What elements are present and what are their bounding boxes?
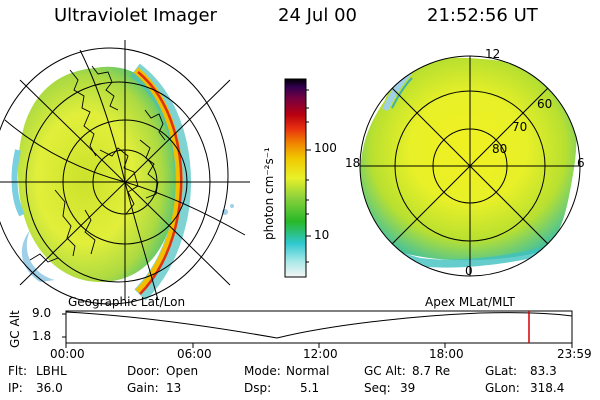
info-seq-label: Seq: xyxy=(364,381,391,395)
altitude-ytick-low: 1.8 xyxy=(32,329,52,343)
mlat-label-70: 70 xyxy=(512,120,528,134)
right-apex-grid xyxy=(359,55,581,277)
left-coastlines xyxy=(29,65,166,263)
mlt-label-12: 12 xyxy=(485,47,501,61)
date-label: 24 Jul 00 xyxy=(278,5,357,26)
mlt-label-18: 18 xyxy=(345,156,361,170)
info-mode-label: Mode: xyxy=(244,364,281,378)
info-dsp-label: Dsp: xyxy=(244,381,272,395)
info-glon-label: GLon: xyxy=(485,381,520,395)
info-dsp-value: 5.1 xyxy=(300,381,320,395)
info-ip-value: 36.0 xyxy=(36,381,63,395)
altitude-curve xyxy=(65,311,573,339)
altitude-ylabel: GC Alt xyxy=(8,310,22,348)
info-ip-label: IP: xyxy=(8,381,23,395)
altitude-xtick-0600: 06:00 xyxy=(177,347,212,361)
info-door-value: Open xyxy=(166,364,199,378)
altitude-plot xyxy=(62,310,573,348)
mlat-label-80: 80 xyxy=(492,142,508,156)
mlt-label-6: 6 xyxy=(577,156,585,170)
altitude-xtick-0000: 00:00 xyxy=(50,347,85,361)
info-seq-value: 39 xyxy=(400,381,416,395)
info-gcalt-label: GC Alt: xyxy=(364,364,406,378)
info-flt-value: LBHL xyxy=(36,364,67,378)
altitude-xtick-1200: 12:00 xyxy=(303,347,338,361)
colorbar-tick-100: 100 xyxy=(314,141,337,155)
mlt-label-0: 0 xyxy=(465,264,473,278)
info-gcalt-value: 8.7 Re xyxy=(412,364,451,378)
colorbar-unit-label: photon cm⁻²s⁻¹ xyxy=(262,147,276,240)
colorbar-tick-10: 10 xyxy=(314,228,330,242)
info-glat-value: 83.3 xyxy=(530,364,557,378)
mlat-label-60: 60 xyxy=(537,97,553,111)
altitude-ytick-high: 9.0 xyxy=(32,306,52,320)
right-map-caption: Apex MLat/MLT xyxy=(425,295,515,309)
time-label: 21:52:56 UT xyxy=(427,5,538,26)
info-gain-label: Gain: xyxy=(127,381,159,395)
info-gain-value: 13 xyxy=(166,381,182,395)
instrument-title: Ultraviolet Imager xyxy=(54,5,217,26)
info-mode-value: Normal xyxy=(286,364,330,378)
info-glat-label: GLat: xyxy=(485,364,518,378)
info-glon-value: 318.4 xyxy=(530,381,565,395)
info-door-label: Door: xyxy=(127,364,160,378)
left-geographic-grid xyxy=(0,40,250,305)
left-map-caption: Geographic Lat/Lon xyxy=(68,295,186,309)
info-flt-label: Flt: xyxy=(8,364,27,378)
altitude-xtick-2359: 23:59 xyxy=(557,347,592,361)
altitude-xtick-1800: 18:00 xyxy=(429,347,464,361)
colorbar xyxy=(284,78,311,278)
